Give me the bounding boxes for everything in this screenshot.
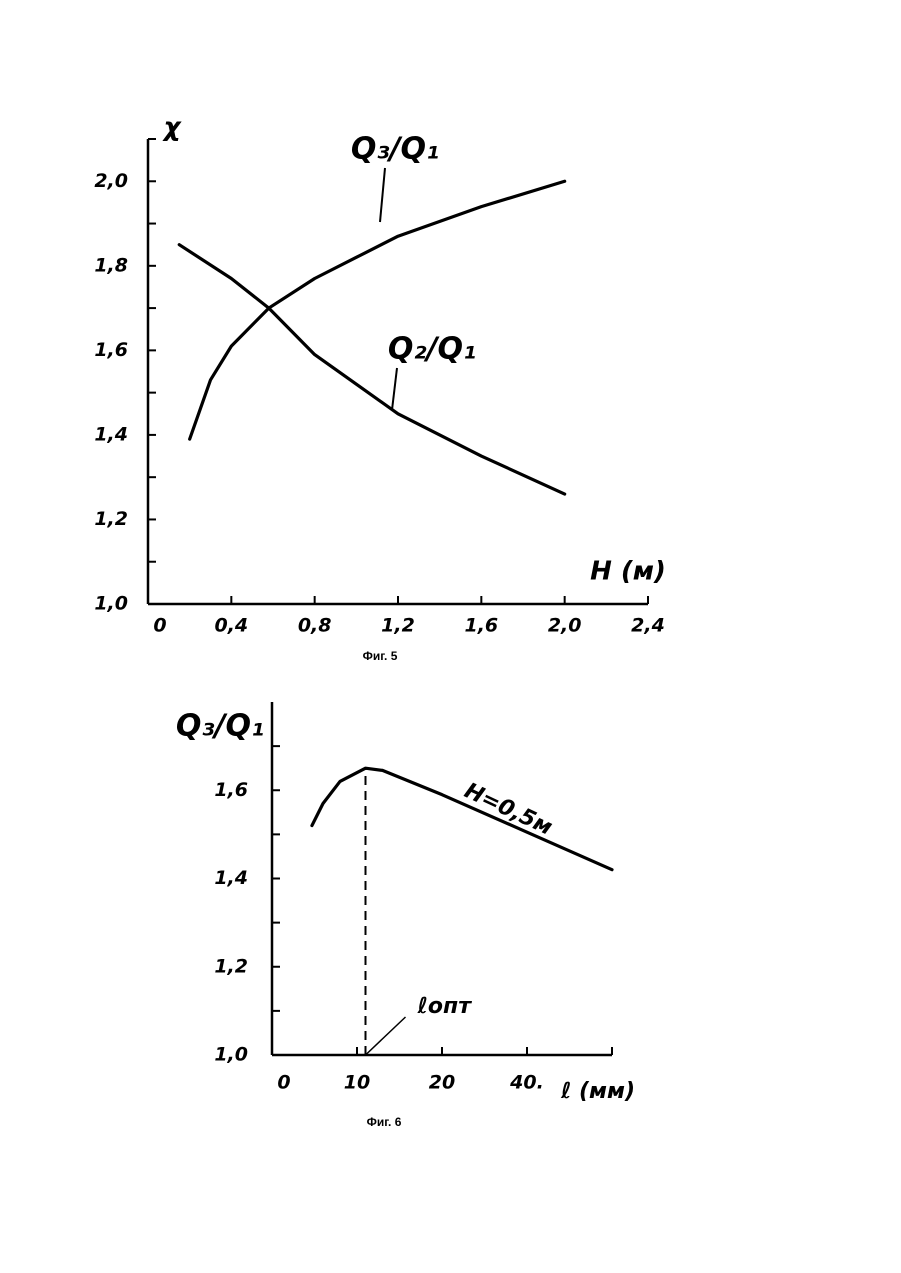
- y-tick-label: 2,0: [94, 170, 128, 192]
- leader-line: [392, 368, 397, 410]
- y-tick-label: 1,6: [94, 339, 128, 361]
- x-tick-label: 1,6: [464, 615, 498, 637]
- y-tick-label: 1,0: [94, 593, 128, 615]
- x-tick-label: 40.: [509, 1072, 544, 1094]
- x-axis-label: H (м): [590, 557, 666, 587]
- leader-line: [366, 1017, 406, 1055]
- caption: Фиг. 6: [367, 1115, 402, 1129]
- series-label: Q₃/Q₁: [351, 132, 439, 167]
- y-axis-label: χ: [162, 113, 183, 143]
- y-tick-label: 1,2: [94, 508, 128, 530]
- page: 1,0 1,2 1,4 1,6 1,8 2,0 0 0,4 0,8 1,2 1,6 2,0 2,4 χ H …: [0, 0, 901, 1273]
- series-label: Q₂/Q₁: [388, 332, 476, 367]
- y-tick-label: 1,0: [214, 1044, 248, 1066]
- x-tick-label: 0: [153, 615, 166, 637]
- y-axis-label: Q₃/Q₁: [176, 709, 264, 744]
- x-tick-label: 2,4: [631, 615, 665, 637]
- optimum-label: ℓопт: [417, 994, 473, 1019]
- leader-line: [380, 168, 385, 222]
- y-tick-label: 1,4: [94, 423, 128, 445]
- y-tick-label: 1,8: [94, 254, 128, 276]
- x-tick-label: 20: [429, 1072, 455, 1094]
- x-tick-label: 0,4: [214, 615, 248, 637]
- x-tick-label: 10: [344, 1072, 370, 1094]
- x-axis-label: ℓ (мм): [560, 1079, 635, 1104]
- data-line: [179, 245, 564, 494]
- x-tick-label: 0,8: [298, 615, 332, 637]
- data-line: [312, 768, 612, 869]
- x-tick-label: 1,2: [381, 615, 415, 637]
- y-tick-label: 1,4: [214, 867, 248, 889]
- x-tick-label: 2,0: [548, 615, 582, 637]
- y-tick-label: 1,6: [214, 779, 248, 801]
- x-tick-label: 0: [277, 1072, 290, 1094]
- caption: Фиг. 5: [363, 649, 398, 663]
- y-tick-label: 1,2: [214, 955, 248, 977]
